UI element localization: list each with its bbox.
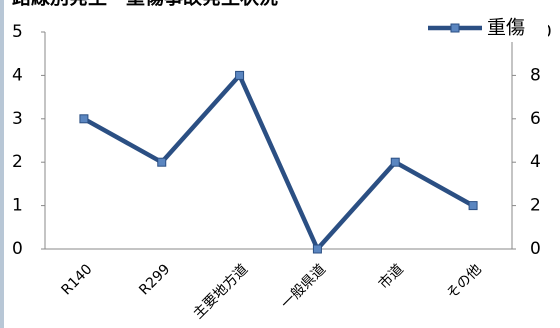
point bbox=[235, 70, 245, 80]
frame-edge bbox=[0, 0, 4, 328]
y-tick-label: 0 bbox=[12, 239, 23, 259]
y2-tick-label: 8 bbox=[530, 65, 541, 85]
y2-tick-label: 0 bbox=[530, 239, 541, 259]
point bbox=[390, 157, 400, 167]
x-tick-label: R299 bbox=[136, 261, 173, 298]
x-tick-label: 主要地方道 bbox=[190, 261, 251, 322]
legend-marker bbox=[450, 23, 460, 33]
y-tick-label: 4 bbox=[12, 65, 23, 85]
x-tick-label: その他 bbox=[444, 261, 485, 302]
x-tick-label: 市道 bbox=[375, 261, 407, 293]
y-tick-label: 1 bbox=[12, 196, 23, 216]
y2-tick-label: 2 bbox=[530, 196, 541, 216]
point bbox=[312, 244, 322, 254]
line bbox=[82, 73, 475, 252]
point bbox=[468, 201, 478, 211]
chart-title: 路線別発生 重傷事故発生状況 bbox=[12, 0, 278, 9]
y2-tick-label: 6 bbox=[530, 109, 541, 129]
point bbox=[79, 114, 89, 124]
y2-tick-label: 4 bbox=[530, 152, 541, 172]
y-tick-label: 3 bbox=[12, 109, 23, 129]
y-tick-label: 5 bbox=[12, 22, 23, 42]
x-tick-label: 一般県道 bbox=[278, 261, 329, 312]
legend-label: 重傷 bbox=[487, 17, 525, 39]
point bbox=[157, 157, 167, 167]
y-tick-label: 2 bbox=[12, 152, 23, 172]
x-tick-label: R140 bbox=[58, 261, 95, 298]
